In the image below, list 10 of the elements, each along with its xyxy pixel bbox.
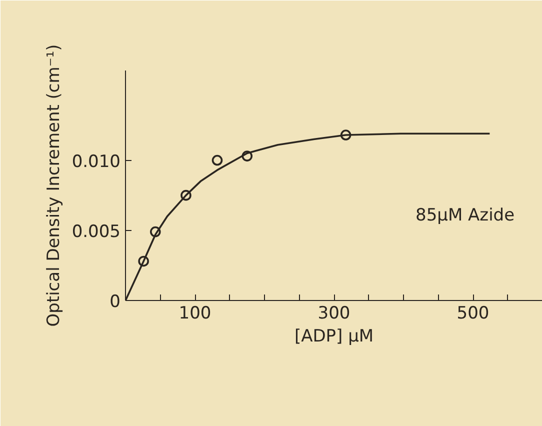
y-tick-label: 0.005 (72, 222, 121, 242)
x-tick-label: 100 (178, 304, 212, 324)
x-axis-title: [ADP] μM (294, 326, 374, 346)
x-tick-label: 500 (456, 304, 490, 324)
point (212, 154, 223, 166)
y-tick-label: 0.010 (72, 152, 121, 172)
annotation: 85μM Azide (416, 206, 515, 226)
x-tick-label: 300 (318, 304, 350, 324)
y-tick-label: 0 (110, 292, 121, 312)
y-axis-title: Optical Density Increment (cm⁻¹) (44, 44, 64, 327)
